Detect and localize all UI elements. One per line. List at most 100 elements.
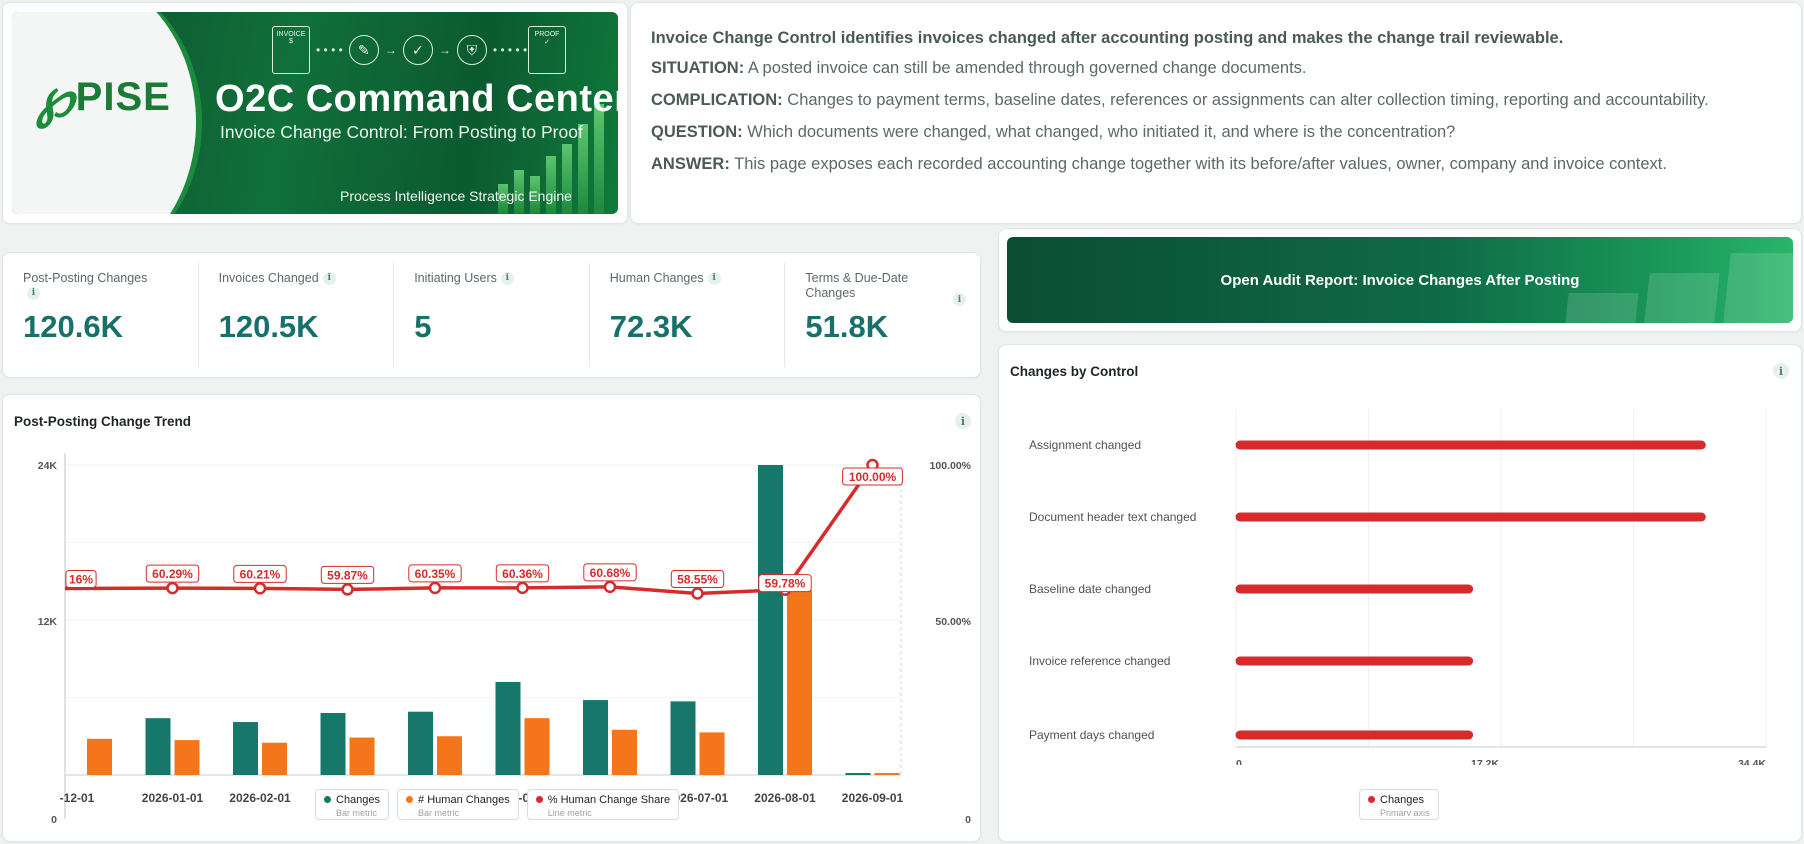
shield-icon: ⛨: [456, 35, 487, 65]
line-point[interactable]: [603, 580, 617, 594]
trend-legend: Changes Bar metric # Human Changes Bar metr…: [315, 789, 680, 820]
chart-title: Changes by Control: [1010, 364, 1139, 379]
situation-line: SITUATION: A posted invoice can still be…: [651, 59, 1307, 77]
y-tick-label: 24K: [38, 460, 58, 472]
bar-human-changes[interactable]: [349, 737, 375, 775]
line-data-label: 59.78%: [758, 574, 812, 593]
kpi-value: 120.5K: [218, 309, 319, 344]
process-flow-decoration: INVOICE $ • • • • ✎ → ✓ → ⛨ • • • • •: [272, 26, 527, 74]
x-tick-label: 2026-07-01: [667, 791, 729, 805]
changes-by-control-chart: Changes by Control i Assignment changed D…: [998, 344, 1802, 842]
info-icon[interactable]: i: [500, 272, 514, 286]
bar-changes[interactable]: [145, 718, 171, 775]
line-point[interactable]: [341, 583, 354, 596]
bar-changes[interactable]: [320, 713, 346, 775]
info-icon[interactable]: i: [955, 413, 971, 429]
svg-text:16%: 16%: [69, 573, 93, 587]
x-tick-label: 2026-01-01: [142, 791, 204, 805]
kpi-value: 72.3K: [609, 309, 693, 344]
x-tick-label: -12-01: [60, 791, 95, 805]
line-data-label: 16%: [65, 570, 97, 589]
kpi-value: 5: [414, 309, 432, 344]
y-tick-label: 0: [51, 814, 57, 826]
legend-item[interactable]: % Human Change Share Line metric: [526, 789, 680, 820]
bar-human-changes[interactable]: [87, 738, 112, 775]
kpi-human-changes: Human Changes i 72.3K: [590, 263, 786, 367]
line-data-label: 60.36%: [495, 564, 550, 583]
legend-item[interactable]: # Human Changes Bar metric: [397, 789, 519, 820]
x-tick-label: 0: [1236, 758, 1242, 765]
svg-text:100.00%: 100.00%: [849, 470, 897, 484]
audit-report-card: Open Audit Report: Invoice Changes After…: [998, 228, 1802, 332]
kpi-terms-due-date-changes: Terms & Due-Date Changes i 51.8K: [785, 263, 980, 367]
bar-changes[interactable]: [583, 700, 608, 775]
info-icon[interactable]: i: [952, 293, 966, 306]
legend-dot-icon: [324, 796, 331, 803]
line-point[interactable]: [166, 581, 179, 595]
check-icon: ✓: [402, 35, 433, 65]
info-icon[interactable]: i: [322, 272, 336, 286]
category-label: Assignment changed: [1029, 438, 1141, 452]
bar-human-changes[interactable]: [524, 718, 550, 775]
legend-item[interactable]: Changes Bar metric: [315, 789, 390, 820]
svg-text:60.36%: 60.36%: [502, 567, 543, 581]
x-tick-label: 2026-08-01: [754, 791, 816, 805]
line-data-label: 100.00%: [842, 467, 903, 486]
legend-item[interactable]: Changes Primary axis: [1359, 789, 1439, 820]
y2-tick-label: 100.00%: [930, 460, 972, 472]
bar-changes[interactable]: [845, 773, 871, 775]
y-tick-label: 12K: [38, 616, 58, 628]
info-icon[interactable]: i: [1773, 363, 1789, 379]
kpi-invoices-changed: Invoices Changed i 120.5K: [199, 263, 395, 367]
bar-changes[interactable]: [670, 701, 696, 775]
y2-tick-label: 0: [965, 814, 971, 826]
bar-human-changes[interactable]: [262, 742, 287, 775]
edit-icon: ✎: [348, 35, 379, 65]
x-tick-label: 17.2K: [1471, 758, 1499, 765]
svg-text:58.55%: 58.55%: [677, 572, 718, 586]
banner-card: ℘ PISE INVOICE $ • • • • ✎ → ✓ → ⛨ • • • …: [2, 2, 628, 224]
svg-text:60.68%: 60.68%: [590, 566, 631, 580]
complication-line: COMPLICATION: Changes to payment terms, …: [651, 91, 1709, 109]
line-point[interactable]: [516, 581, 529, 595]
line-data-label: 58.55%: [670, 569, 725, 588]
line-point[interactable]: [253, 582, 267, 595]
info-icon[interactable]: i: [27, 287, 40, 301]
line-data-label: 60.68%: [583, 563, 637, 582]
open-audit-report-button[interactable]: Open Audit Report: Invoice Changes After…: [1007, 237, 1793, 323]
question-line: QUESTION: Which documents were changed, …: [651, 123, 1456, 141]
narrative-card: Invoice Change Control identifies invoic…: [630, 2, 1802, 224]
line-point[interactable]: [691, 587, 704, 600]
narrative-lead: Invoice Change Control identifies invoic…: [651, 29, 1564, 47]
bar-changes[interactable]: [408, 711, 433, 775]
svg-text:60.29%: 60.29%: [152, 567, 193, 581]
line-human-share: [64, 463, 874, 596]
category-label: Invoice reference changed: [1029, 654, 1170, 668]
kpi-strip: Post-Posting Changesi 120.6K Invoices Ch…: [2, 252, 981, 378]
bar-changes[interactable]: [495, 682, 521, 775]
bar-changes[interactable]: [233, 722, 258, 775]
line-data-label: 60.29%: [145, 564, 200, 583]
kpi-post-posting-changes: Post-Posting Changesi 120.6K: [3, 263, 199, 367]
line-point[interactable]: [428, 581, 442, 595]
post-posting-change-trend-chart: Post-Posting Change Trend i 24K 12K 0 100.0…: [2, 394, 981, 842]
kpi-initiating-users: Initiating Users i 5: [394, 263, 590, 367]
bar-human-changes[interactable]: [787, 590, 812, 775]
bar-human-changes[interactable]: [874, 773, 900, 775]
growth-bars-decoration: [498, 104, 604, 214]
bar-human-changes[interactable]: [699, 732, 725, 775]
x-tick-label: 2026-09-01: [842, 791, 904, 805]
answer-line: ANSWER: This page exposes each recorded …: [651, 155, 1667, 173]
svg-text:60.21%: 60.21%: [240, 567, 281, 581]
y2-tick-label: 50.00%: [935, 616, 971, 628]
bar-human-changes[interactable]: [612, 729, 637, 775]
chart-title: Post-Posting Change Trend: [14, 414, 192, 429]
info-icon[interactable]: i: [707, 272, 721, 286]
bar-human-changes[interactable]: [174, 740, 200, 775]
svg-text:59.87%: 59.87%: [327, 568, 368, 582]
banner-subtitle: Invoice Change Control: From Posting to …: [220, 122, 583, 142]
bar-human-changes[interactable]: [437, 736, 462, 775]
kpi-value: 51.8K: [805, 309, 889, 344]
bar-changes[interactable]: [758, 465, 783, 775]
x-tick-label: 2026-02-01: [229, 791, 291, 805]
